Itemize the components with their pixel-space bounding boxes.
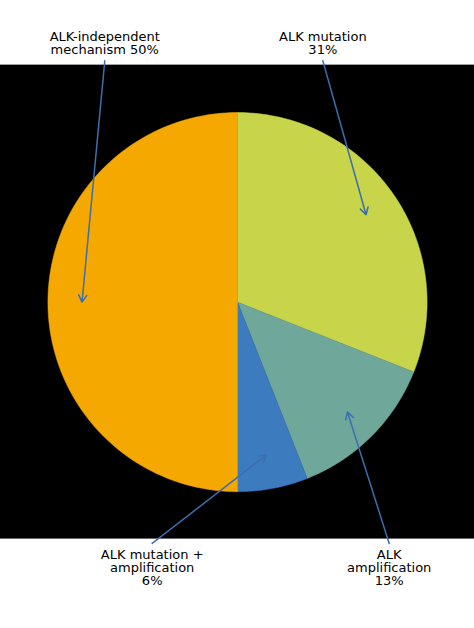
svg-text:ALKamplification13%: ALKamplification13% <box>347 547 431 588</box>
svg-text:ALK mutation +amplification6%: ALK mutation +amplification6% <box>101 547 204 588</box>
svg-text:ALK mutation31%: ALK mutation31% <box>279 29 367 57</box>
svg-text:ALK-independentmechanism 50%: ALK-independentmechanism 50% <box>50 29 160 57</box>
